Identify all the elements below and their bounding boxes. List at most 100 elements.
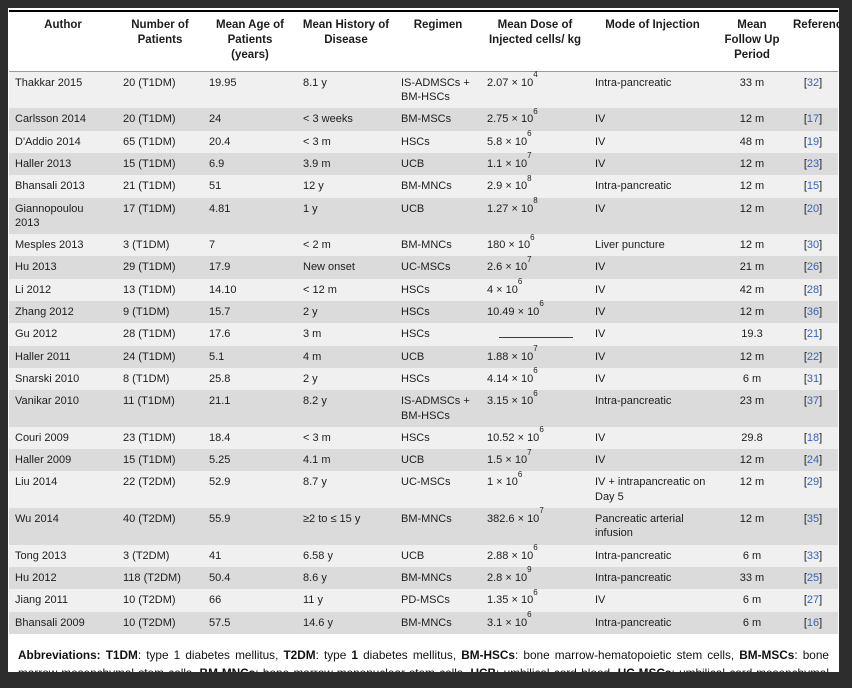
cell-patients: 20 (T1DM) xyxy=(117,108,203,131)
reference-link[interactable]: 28 xyxy=(806,283,820,296)
reference-link[interactable]: 24 xyxy=(806,454,820,467)
dose-exponent: 7 xyxy=(527,447,532,457)
cell-follow: 12 m xyxy=(716,301,788,324)
reference-bracket-close: ] xyxy=(819,594,823,607)
reference-bracket-close: ] xyxy=(819,372,823,385)
reference-link[interactable]: 29 xyxy=(806,476,820,489)
table-row: Zhang 2012 9 (T1DM) 15.7 2 y HSCs 10.49 × 106… xyxy=(9,300,838,324)
cell-dose: 180 × 106 xyxy=(481,233,589,257)
reference-link[interactable]: 15 xyxy=(806,180,820,193)
cell-age: 19.95 xyxy=(203,71,297,109)
cell-patients: 21 (T1DM) xyxy=(117,175,203,198)
reference-link[interactable]: 21 xyxy=(806,328,820,341)
dose-exponent: 6 xyxy=(533,366,538,376)
reference-link[interactable]: 23 xyxy=(806,158,820,170)
cell-mode: IV xyxy=(589,256,716,279)
cell-follow: 12 m xyxy=(716,108,788,131)
cell-follow: 48 m xyxy=(716,130,788,153)
reference-link[interactable]: 25 xyxy=(806,571,820,584)
reference-bracket-close: ] xyxy=(819,239,823,252)
cell-dose: 2.88 × 106 xyxy=(481,543,589,567)
reference-link[interactable]: 17 xyxy=(806,113,820,126)
table-row: Haller 2013 15 (T1DM) 6.9 3.9 m UCB 1.1 × 107… xyxy=(9,152,838,176)
cell-history: 8.6 y xyxy=(297,566,395,590)
reference-bracket-close: ] xyxy=(819,306,823,319)
cell-mode: IV xyxy=(589,449,716,472)
cell-age: 57.5 xyxy=(203,611,297,634)
cell-regimen: PD-MSCs xyxy=(395,589,481,612)
cell-dose: 1 × 106 xyxy=(481,470,589,509)
cell-regimen: HSCs xyxy=(395,278,481,302)
cell-history: 8.2 y xyxy=(297,390,395,427)
cell-regimen: UC-MSCs xyxy=(395,471,481,509)
reference-link[interactable]: 26 xyxy=(806,261,820,274)
cell-author: Haller 2013 xyxy=(9,153,117,176)
cell-mode: Pancreatic arterial infusion xyxy=(589,508,716,545)
cell-history: 8.1 y xyxy=(297,71,395,109)
cell-patients: 20 (T1DM) xyxy=(117,71,203,109)
cell-dose: 1.88 × 107 xyxy=(481,345,589,368)
cell-mode: Intra-pancreatic xyxy=(589,566,716,590)
cell-age: 66 xyxy=(203,589,297,612)
reference-link[interactable]: 20 xyxy=(806,202,820,215)
reference-bracket-open: [ xyxy=(803,594,807,607)
cell-reference: [26] xyxy=(788,256,838,279)
cell-history: < 2 m xyxy=(297,234,395,257)
cell-reference: [16] xyxy=(788,611,838,634)
reference-link[interactable]: 27 xyxy=(806,594,820,607)
reference-bracket-open: [ xyxy=(803,180,807,193)
abbreviation-term: UCB xyxy=(470,666,496,672)
reference-link[interactable]: 30 xyxy=(806,239,820,252)
reference-link[interactable]: 32 xyxy=(806,76,820,89)
cell-history: 12 y xyxy=(297,175,395,198)
cell-dose: 2.9 × 108 xyxy=(481,174,589,198)
cell-history: 1 y xyxy=(297,197,395,235)
reference-link[interactable]: 19 xyxy=(806,135,820,148)
cell-dose: 2.75 × 106 xyxy=(481,107,589,131)
reference-link[interactable]: 37 xyxy=(806,395,820,408)
reference-link[interactable]: 33 xyxy=(806,549,820,562)
reference-link[interactable]: 22 xyxy=(806,350,820,363)
cell-author: Mesples 2013 xyxy=(9,234,117,257)
reference-bracket-close: ] xyxy=(819,113,823,126)
reference-link[interactable]: 31 xyxy=(806,372,820,385)
cell-mode: Intra-pancreatic xyxy=(589,611,716,634)
cell-patients: 17 (T1DM) xyxy=(117,197,203,235)
reference-bracket-open: [ xyxy=(803,283,807,296)
reference-link[interactable]: 35 xyxy=(806,513,820,526)
reference-bracket-close: ] xyxy=(819,202,823,215)
cell-dose: 3.15 × 106 xyxy=(481,389,589,427)
reference-bracket-close: ] xyxy=(819,261,823,274)
table-row: Gu 2012 28 (T1DM) 17.6 3 m HSCs IV 19.3 [21] xyxy=(9,323,838,346)
reference-bracket-open: [ xyxy=(803,431,807,444)
reference-bracket-open: [ xyxy=(803,158,807,170)
cell-follow: 12 m xyxy=(716,508,788,545)
cell-history: 11 y xyxy=(297,589,395,612)
reference-link[interactable]: 18 xyxy=(806,431,820,444)
cell-history: 6.58 y xyxy=(297,544,395,567)
abbreviation-term: 1 xyxy=(351,647,358,662)
cell-author: Snarski 2010 xyxy=(9,367,117,391)
reference-bracket-open: [ xyxy=(803,135,807,148)
cell-patients: 22 (T2DM) xyxy=(117,471,203,509)
reference-link[interactable]: 36 xyxy=(806,306,820,319)
reference-bracket-open: [ xyxy=(803,261,807,274)
cell-follow: 12 m xyxy=(716,153,788,176)
cell-dose: 1.27 × 108 xyxy=(481,196,589,235)
cell-regimen: UCB xyxy=(395,345,481,368)
abbreviation-term: BM-HSCs xyxy=(461,647,515,662)
cell-follow: 19.3 xyxy=(716,323,788,346)
reference-link[interactable]: 16 xyxy=(806,616,820,629)
column-header-follow: Mean Follow Up Period xyxy=(716,11,788,72)
abbreviations-text: Abbreviations: T1DM: type 1 diabetes mel… xyxy=(8,634,839,672)
reference-bracket-close: ] xyxy=(819,158,823,170)
reference-bracket-close: ] xyxy=(819,476,823,489)
cell-patients: 118 (T2DM) xyxy=(117,566,203,590)
cell-regimen: UCB xyxy=(395,544,481,567)
cell-author: Bhansali 2013 xyxy=(9,175,117,198)
reference-bracket-open: [ xyxy=(803,239,807,252)
cell-patients: 65 (T1DM) xyxy=(117,130,203,153)
reference-bracket-open: [ xyxy=(803,328,807,341)
cell-follow: 6 m xyxy=(716,589,788,612)
